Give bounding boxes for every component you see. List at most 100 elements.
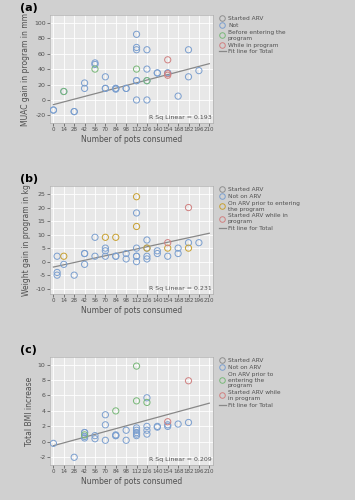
Point: [144, 422, 150, 430]
Point: [165, 238, 170, 246]
Point: [144, 76, 150, 84]
Point: [82, 428, 87, 436]
Point: [61, 252, 67, 260]
Point: [144, 430, 150, 438]
Point: [113, 84, 119, 92]
Point: [82, 428, 87, 436]
Point: [61, 88, 67, 96]
Point: [154, 423, 160, 431]
Point: [165, 418, 170, 426]
Point: [175, 244, 181, 252]
Point: [103, 73, 108, 81]
Point: [144, 76, 150, 84]
Legend: Started ARV, Not on ARV, On ARV prior to
entering the
program, Started ARV while: Started ARV, Not on ARV, On ARV prior to…: [216, 356, 283, 410]
Point: [154, 422, 160, 430]
Point: [175, 250, 181, 258]
X-axis label: Number of pots consumed: Number of pots consumed: [81, 306, 182, 315]
Point: [92, 434, 98, 442]
Text: R Sq Linear = 0.209: R Sq Linear = 0.209: [149, 457, 211, 462]
Point: [144, 244, 150, 252]
Point: [82, 260, 87, 268]
Point: [54, 252, 60, 260]
Point: [54, 268, 60, 276]
Text: R Sq Linear = 0.231: R Sq Linear = 0.231: [149, 286, 211, 291]
Point: [144, 426, 150, 434]
Point: [186, 377, 191, 385]
Point: [71, 108, 77, 116]
Point: [113, 431, 119, 439]
Point: [154, 69, 160, 77]
Point: [165, 421, 170, 429]
Point: [134, 244, 140, 252]
X-axis label: Number of pots consumed: Number of pots consumed: [81, 135, 182, 144]
Point: [186, 46, 191, 54]
Point: [71, 271, 77, 279]
Legend: Started ARV, Not on ARV, On ARV prior to entering
the program, Started ARV while: Started ARV, Not on ARV, On ARV prior to…: [216, 185, 302, 234]
Point: [103, 247, 108, 255]
Point: [154, 69, 160, 77]
Point: [103, 234, 108, 241]
Point: [134, 362, 140, 370]
Point: [144, 394, 150, 402]
Point: [134, 209, 140, 217]
Point: [61, 260, 67, 268]
Point: [144, 236, 150, 244]
Text: (b): (b): [20, 174, 38, 184]
Point: [103, 436, 108, 444]
Point: [134, 426, 140, 434]
Point: [103, 84, 108, 92]
Point: [113, 85, 119, 93]
Point: [175, 92, 181, 100]
Point: [103, 411, 108, 419]
Point: [144, 65, 150, 73]
Point: [134, 65, 140, 73]
Point: [134, 430, 140, 438]
Point: [123, 436, 129, 444]
Point: [134, 76, 140, 84]
Text: (c): (c): [20, 344, 37, 354]
Point: [92, 59, 98, 67]
Point: [113, 252, 119, 260]
Point: [113, 432, 119, 440]
Point: [123, 255, 129, 263]
Point: [71, 108, 77, 116]
Point: [103, 421, 108, 429]
Point: [196, 66, 202, 74]
Point: [54, 271, 60, 279]
Point: [103, 252, 108, 260]
Point: [134, 258, 140, 266]
Text: R Sq Linear = 0.193: R Sq Linear = 0.193: [149, 115, 211, 120]
Point: [134, 424, 140, 432]
Point: [123, 250, 129, 258]
Y-axis label: MUAC gain in program in mm: MUAC gain in program in mm: [21, 12, 30, 126]
Point: [154, 250, 160, 258]
Point: [165, 422, 170, 430]
Point: [113, 252, 119, 260]
Point: [71, 454, 77, 462]
Point: [113, 234, 119, 241]
Point: [186, 418, 191, 426]
Point: [134, 252, 140, 260]
Point: [165, 252, 170, 260]
Point: [144, 96, 150, 104]
Point: [123, 426, 129, 434]
Point: [144, 255, 150, 263]
Point: [123, 84, 129, 92]
Point: [92, 234, 98, 241]
Point: [144, 398, 150, 406]
Point: [175, 420, 181, 428]
Legend: Started ARV, Not, Before entering the
program, While in program, Fit line for To: Started ARV, Not, Before entering the pr…: [216, 14, 288, 56]
Point: [82, 432, 87, 440]
Point: [165, 56, 170, 64]
Point: [134, 30, 140, 38]
Point: [134, 397, 140, 405]
Point: [113, 407, 119, 415]
Point: [165, 244, 170, 252]
Point: [82, 250, 87, 258]
Point: [82, 250, 87, 258]
Point: [92, 60, 98, 68]
Point: [82, 434, 87, 442]
Point: [154, 247, 160, 255]
Point: [134, 252, 140, 260]
Point: [165, 72, 170, 80]
